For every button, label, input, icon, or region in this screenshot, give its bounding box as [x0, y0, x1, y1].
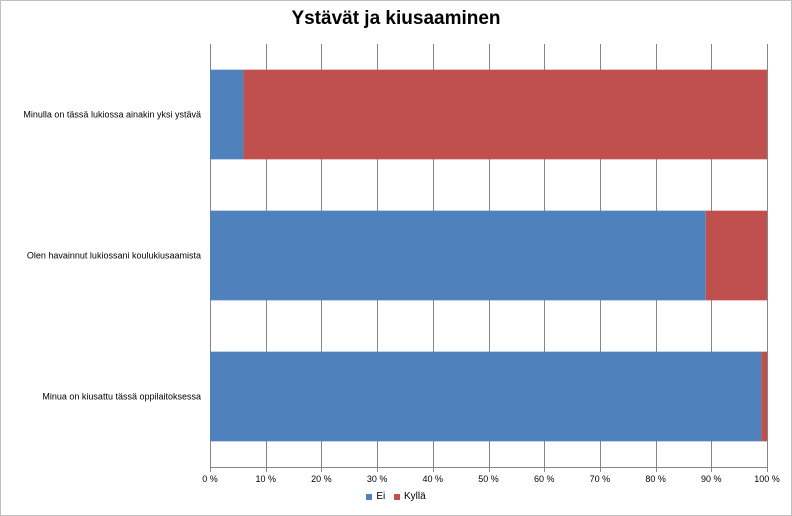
chart-title: Ystävät ja kiusaaminen: [291, 8, 501, 29]
category-label: Minulla on tässä lukiossa ainakin yksi y…: [23, 110, 201, 120]
bar-kylla: [705, 210, 767, 301]
x-tick-label: 70 %: [590, 474, 611, 484]
bar-ei: [210, 69, 244, 160]
legend-label-ei: Ei: [376, 491, 386, 502]
x-tick-label: 30 %: [367, 474, 388, 484]
legend-item-ei: Ei: [366, 491, 385, 502]
x-tick-label: 20 %: [311, 474, 332, 484]
x-tick-label: 60 %: [534, 474, 555, 484]
x-tick-label: 100 %: [754, 474, 780, 484]
bar-ei: [210, 351, 762, 442]
legend-label-kylla: Kyllä: [404, 491, 426, 502]
bar-kylla: [243, 69, 768, 160]
bar-ei: [210, 210, 706, 301]
x-tick-label: 50 %: [478, 474, 499, 484]
chart-legend: Ei Kyllä: [0, 491, 792, 503]
legend-item-kylla: Kyllä: [394, 491, 426, 502]
category-label: Olen havainnut lukiossani koulukiusaamis…: [27, 251, 201, 261]
x-tick-label: 40 %: [423, 474, 444, 484]
legend-swatch-ei: [366, 493, 373, 500]
category-label: Minua on kiusattu tässä oppilaitoksessa: [42, 392, 201, 402]
x-tick-label: 0 %: [202, 474, 218, 484]
x-tick-label: 90 %: [701, 474, 722, 484]
x-tick-label: 80 %: [645, 474, 666, 484]
legend-swatch-kylla: [394, 493, 400, 500]
x-tick-label: 10 %: [255, 474, 276, 484]
bar-kylla: [761, 351, 767, 442]
